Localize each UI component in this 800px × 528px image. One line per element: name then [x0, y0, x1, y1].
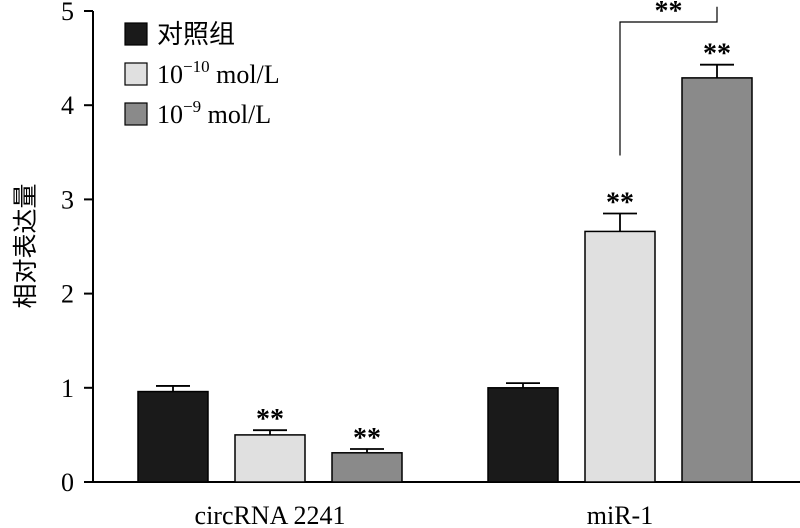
x-tick-label: miR-1	[587, 501, 653, 528]
y-axis-label: 相对表达量	[11, 183, 40, 308]
bar	[137, 390, 209, 483]
y-tick-label: 0	[61, 468, 74, 497]
bar	[681, 77, 753, 483]
y-tick-label: 3	[61, 185, 74, 214]
legend-swatch	[124, 62, 148, 86]
significance-label: **	[703, 39, 731, 70]
bar	[487, 387, 559, 483]
bar	[234, 434, 306, 483]
legend-swatch	[124, 22, 148, 46]
significance-label: **	[353, 423, 381, 454]
legend-swatch	[124, 102, 148, 126]
y-tick-label: 4	[61, 91, 74, 120]
legend-label: 10−9 mol/L	[157, 97, 271, 129]
significance-bracket	[619, 6, 718, 156]
y-tick-label: 2	[61, 280, 74, 309]
x-tick-label: circRNA 2241	[195, 501, 346, 528]
bar	[331, 452, 403, 483]
legend-label: 对照组	[157, 20, 235, 49]
bracket-label: **	[655, 0, 683, 27]
significance-label: **	[256, 404, 284, 435]
y-tick-label: 5	[61, 0, 74, 26]
y-tick-label: 1	[61, 374, 74, 403]
legend-label: 10−10 mol/L	[157, 57, 280, 89]
bar	[584, 230, 656, 483]
significance-label: **	[606, 188, 634, 219]
bars: ** ** circRNA 2241 ** ** miR-1 **	[137, 0, 753, 528]
legend: 对照组 10−10 mol/L 10−9 mol/L	[124, 20, 280, 129]
